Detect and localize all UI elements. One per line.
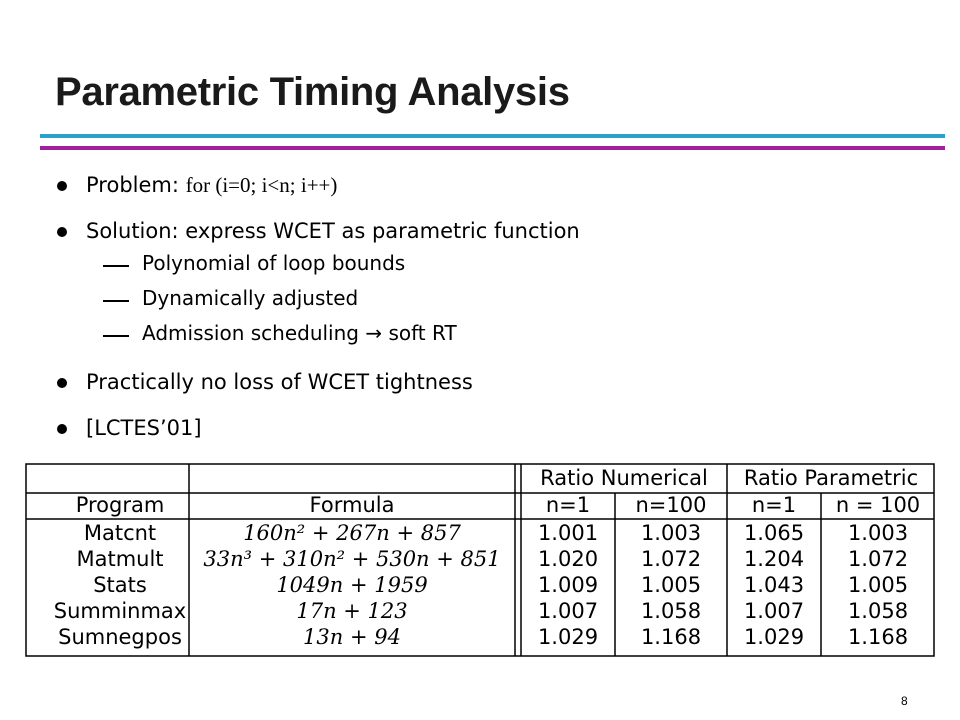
bullet-solution: Solution: express WCET as parametric fun… <box>55 216 580 246</box>
table-cell-rn1: 1.020 <box>537 547 599 571</box>
sub-item-text: Admission scheduling → soft RT <box>142 321 457 345</box>
table-cell-formula: 160n² + 267n + 857 <box>243 521 461 545</box>
table-cell-rn100: 1.005 <box>640 573 702 597</box>
table-cell-rn1: 1.009 <box>537 573 599 597</box>
column-header: n=100 <box>635 493 707 517</box>
table-cell-formula: 33n³ + 310n² + 530n + 851 <box>203 547 501 571</box>
page-number: 8 <box>901 694 908 708</box>
table-cell-rn1: 1.001 <box>537 521 599 545</box>
table-cell-program: Matcnt <box>83 521 157 545</box>
table-cell-rn1: 1.007 <box>537 599 599 623</box>
table-cell-formula: 13n + 94 <box>303 625 401 649</box>
column-header: n=1 <box>751 493 797 517</box>
results-table: Ratio Numerical Ratio Parametric Program Fo… <box>25 463 935 657</box>
table-cell-rp1: 1.204 <box>743 547 805 571</box>
table-cell-rp1: 1.029 <box>743 625 805 649</box>
table-cell-rp100: 1.058 <box>847 599 909 623</box>
solution-text: Solution: express WCET as parametric fun… <box>86 219 580 243</box>
column-header: Formula <box>309 493 395 517</box>
table-grid <box>25 463 935 657</box>
sub-item: Polynomial of loop bounds <box>55 246 580 281</box>
bullet-citation: [LCTES’01] <box>55 413 580 443</box>
tightness-text: Practically no loss of WCET tightness <box>86 370 473 394</box>
bullet-dot-icon <box>57 181 67 191</box>
bullet-dot-icon <box>57 227 67 237</box>
column-header: Program <box>75 493 165 517</box>
table-cell-rp1: 1.043 <box>743 573 805 597</box>
table-cell-formula: 1049n + 1959 <box>276 573 428 597</box>
table-cell-rp100: 1.003 <box>847 521 909 545</box>
sub-item: Dynamically adjusted <box>55 281 580 316</box>
group-header: Ratio Numerical <box>540 466 708 490</box>
dash-icon <box>103 335 129 337</box>
problem-label: Problem: <box>86 173 186 197</box>
dash-icon <box>103 265 129 267</box>
slide-title: Parametric Timing Analysis <box>55 70 570 114</box>
column-header: n=1 <box>545 493 591 517</box>
sub-item: Admission scheduling → soft RT <box>55 316 580 351</box>
table-cell-program: Summinmax <box>53 599 187 623</box>
dash-icon <box>103 300 129 302</box>
table-cell-rp1: 1.007 <box>743 599 805 623</box>
bullet-tightness: Practically no loss of WCET tightness <box>55 367 580 397</box>
sub-item-text: Dynamically adjusted <box>142 286 359 310</box>
table-cell-rp1: 1.065 <box>743 521 805 545</box>
citation-text: [LCTES’01] <box>86 416 202 440</box>
table-cell-rp100: 1.005 <box>847 573 909 597</box>
title-rule-blue <box>40 134 945 138</box>
table-cell-rn100: 1.003 <box>640 521 702 545</box>
table-cell-rn100: 1.168 <box>640 625 702 649</box>
table-cell-program: Stats <box>93 573 147 597</box>
table-cell-program: Matmult <box>76 547 164 571</box>
bullet-problem: Problem: for (i=0; i<n; i++) <box>55 170 580 200</box>
sub-item-text: Polynomial of loop bounds <box>142 251 406 275</box>
column-header: n = 100 <box>835 493 921 517</box>
table-cell-rn100: 1.072 <box>640 547 702 571</box>
table-cell-rn100: 1.058 <box>640 599 702 623</box>
table-cell-rp100: 1.168 <box>847 625 909 649</box>
table-cell-program: Sumnegpos <box>58 625 182 649</box>
table-cell-formula: 17n + 123 <box>296 599 408 623</box>
table-cell-rp100: 1.072 <box>847 547 909 571</box>
bullet-dot-icon <box>57 424 67 434</box>
title-rule-purple <box>40 146 945 150</box>
group-header: Ratio Parametric <box>743 466 919 490</box>
bullet-dot-icon <box>57 378 67 388</box>
table-cell-rn1: 1.029 <box>537 625 599 649</box>
problem-code: for (i=0; i<n; i++) <box>185 173 338 197</box>
bullet-list: Problem: for (i=0; i<n; i++) Solution: e… <box>55 170 580 443</box>
